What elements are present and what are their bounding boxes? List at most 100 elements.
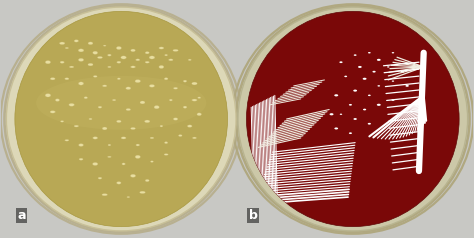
Ellipse shape [377, 104, 381, 106]
Ellipse shape [79, 158, 83, 160]
Ellipse shape [169, 59, 173, 61]
Ellipse shape [65, 139, 69, 141]
Ellipse shape [127, 196, 130, 198]
Ellipse shape [192, 82, 197, 85]
Ellipse shape [363, 109, 366, 110]
Ellipse shape [135, 155, 140, 159]
Ellipse shape [93, 51, 98, 54]
Ellipse shape [339, 61, 343, 63]
Ellipse shape [55, 99, 60, 101]
Ellipse shape [145, 52, 149, 54]
Ellipse shape [59, 42, 65, 45]
Ellipse shape [238, 7, 468, 231]
Text: a: a [17, 209, 26, 222]
Ellipse shape [61, 121, 64, 122]
Ellipse shape [392, 80, 394, 82]
Ellipse shape [89, 118, 92, 120]
Ellipse shape [187, 125, 192, 127]
Ellipse shape [60, 61, 64, 63]
Ellipse shape [6, 7, 236, 231]
Ellipse shape [65, 47, 69, 49]
Ellipse shape [150, 137, 154, 139]
Ellipse shape [149, 56, 155, 59]
Ellipse shape [108, 54, 111, 56]
Ellipse shape [334, 127, 338, 129]
Ellipse shape [74, 40, 79, 42]
Ellipse shape [102, 85, 107, 87]
Ellipse shape [405, 85, 409, 87]
Ellipse shape [149, 84, 155, 87]
Ellipse shape [79, 144, 83, 146]
Ellipse shape [45, 94, 51, 97]
Ellipse shape [103, 45, 106, 46]
Ellipse shape [164, 78, 168, 80]
Ellipse shape [126, 87, 131, 90]
Ellipse shape [192, 137, 196, 139]
Ellipse shape [401, 71, 404, 73]
Ellipse shape [392, 52, 394, 54]
Ellipse shape [102, 127, 107, 130]
Ellipse shape [344, 76, 347, 77]
Ellipse shape [65, 78, 69, 80]
Ellipse shape [150, 161, 154, 162]
Ellipse shape [183, 106, 187, 108]
Ellipse shape [169, 99, 173, 101]
Ellipse shape [131, 127, 136, 129]
Ellipse shape [188, 59, 191, 61]
Ellipse shape [164, 154, 168, 155]
Ellipse shape [88, 63, 93, 66]
Ellipse shape [363, 78, 366, 80]
Ellipse shape [84, 97, 88, 99]
Ellipse shape [198, 97, 201, 99]
Ellipse shape [78, 49, 84, 52]
Ellipse shape [145, 179, 149, 182]
Ellipse shape [197, 113, 201, 116]
Ellipse shape [126, 109, 131, 111]
Ellipse shape [117, 120, 121, 123]
Ellipse shape [50, 111, 55, 113]
Ellipse shape [122, 163, 125, 165]
Ellipse shape [353, 89, 357, 92]
Ellipse shape [50, 78, 55, 80]
Ellipse shape [108, 156, 111, 158]
Ellipse shape [368, 52, 371, 54]
Ellipse shape [358, 66, 362, 68]
Ellipse shape [159, 65, 164, 69]
Ellipse shape [368, 123, 371, 125]
Ellipse shape [354, 118, 357, 120]
Ellipse shape [377, 59, 381, 61]
Ellipse shape [93, 75, 97, 77]
Ellipse shape [116, 46, 121, 50]
Text: b: b [249, 209, 258, 222]
Ellipse shape [74, 125, 79, 127]
Ellipse shape [136, 59, 140, 61]
Ellipse shape [392, 99, 394, 101]
Ellipse shape [92, 162, 98, 165]
Ellipse shape [154, 105, 159, 109]
Ellipse shape [164, 142, 168, 144]
Ellipse shape [368, 94, 371, 96]
Ellipse shape [93, 137, 98, 139]
Ellipse shape [140, 101, 145, 104]
Ellipse shape [160, 125, 163, 127]
Ellipse shape [117, 78, 120, 80]
Ellipse shape [69, 103, 74, 106]
Ellipse shape [164, 54, 168, 56]
Ellipse shape [145, 120, 150, 123]
Ellipse shape [108, 144, 111, 146]
Ellipse shape [377, 85, 380, 87]
Ellipse shape [112, 99, 116, 101]
Ellipse shape [102, 193, 108, 196]
Ellipse shape [173, 87, 178, 89]
Ellipse shape [373, 71, 376, 73]
Ellipse shape [159, 47, 164, 49]
Ellipse shape [135, 79, 141, 83]
Ellipse shape [78, 82, 83, 85]
Ellipse shape [145, 61, 149, 63]
Ellipse shape [88, 42, 93, 45]
Ellipse shape [340, 114, 342, 115]
Ellipse shape [329, 113, 334, 115]
Ellipse shape [354, 54, 356, 56]
Ellipse shape [173, 118, 178, 120]
Ellipse shape [246, 11, 459, 227]
